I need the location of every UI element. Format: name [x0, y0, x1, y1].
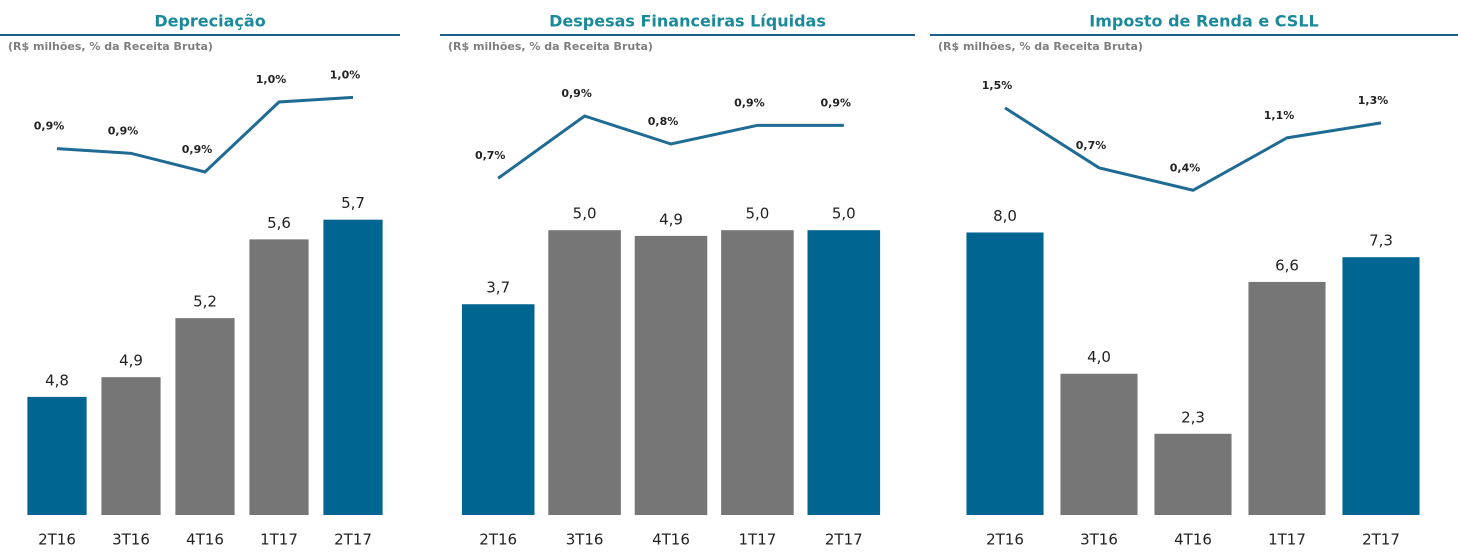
bar [966, 232, 1044, 516]
line-value-label: 0,9% [182, 143, 213, 156]
chart-title: Despesas Financeiras Líquidas [549, 12, 826, 31]
line-value-label: 1,5% [982, 79, 1013, 92]
bar [1342, 257, 1420, 515]
bar [1060, 373, 1138, 515]
line-value-label: 1,0% [330, 68, 361, 81]
line [1004, 106, 1382, 192]
bar [175, 318, 235, 515]
x-tick-label: 2T16 [479, 531, 517, 549]
bar [1154, 433, 1232, 515]
line-value-label: 0,4% [1170, 161, 1201, 174]
bar [807, 230, 881, 515]
bar-value-label: 4,0 [1087, 348, 1111, 366]
bar [323, 219, 383, 515]
bar [634, 235, 708, 515]
bar [548, 230, 621, 515]
line-value-label: 1,1% [1264, 109, 1295, 122]
line-value-label: 0,7% [475, 149, 506, 162]
line-value-label: 1,3% [1358, 94, 1389, 107]
chart-title: Imposto de Renda e CSLL [1089, 12, 1318, 31]
line-value-label: 0,7% [1076, 139, 1107, 152]
x-tick-label: 2T17 [334, 531, 372, 549]
bar-value-label: 5,6 [267, 214, 291, 232]
bar-value-label: 3,7 [486, 279, 510, 297]
bar-value-label: 7,3 [1369, 232, 1393, 250]
line-value-label: 0,9% [821, 96, 852, 109]
x-tick-label: 1T17 [739, 531, 777, 549]
x-tick-label: 3T16 [566, 531, 604, 549]
x-tick-label: 2T17 [1362, 531, 1400, 549]
x-tick-label: 4T16 [652, 531, 690, 549]
bar-value-label: 2,3 [1181, 408, 1205, 426]
bar-value-label: 5,2 [193, 293, 217, 311]
bar-value-label: 8,0 [993, 207, 1017, 225]
x-tick-label: 4T16 [186, 531, 224, 549]
bar [1248, 281, 1326, 515]
line-value-label: 1,0% [256, 73, 287, 86]
bar-value-label: 4,8 [45, 371, 69, 389]
line-value-label: 0,9% [734, 96, 765, 109]
x-tick-label: 1T17 [260, 531, 298, 549]
bar-value-label: 4,9 [659, 210, 683, 228]
line-value-label: 0,9% [34, 120, 65, 133]
line-value-label: 0,9% [561, 87, 592, 100]
bar [461, 304, 535, 515]
bar-value-label: 5,0 [573, 205, 597, 223]
line [497, 114, 844, 180]
x-tick-label: 1T17 [1268, 531, 1306, 549]
line-value-label: 0,9% [108, 124, 139, 137]
bar-value-label: 5,0 [832, 205, 856, 223]
bar [27, 396, 87, 515]
bar-value-label: 5,7 [341, 194, 365, 212]
line-value-label: 0,8% [648, 115, 679, 128]
x-tick-label: 3T16 [112, 531, 150, 549]
chart-subtitle: (R$ milhões, % da Receita Bruta) [448, 40, 653, 53]
bar-value-label: 5,0 [745, 205, 769, 223]
bar-value-label: 6,6 [1275, 256, 1299, 274]
chart-title: Depreciação [154, 12, 265, 31]
x-tick-label: 2T16 [986, 531, 1024, 549]
line [56, 95, 354, 174]
bar [101, 377, 161, 515]
bar-value-label: 4,9 [119, 352, 143, 370]
bar [721, 230, 794, 515]
chart-subtitle: (R$ milhões, % da Receita Bruta) [938, 40, 1143, 53]
x-tick-label: 3T16 [1080, 531, 1118, 549]
chart-subtitle: (R$ milhões, % da Receita Bruta) [8, 40, 213, 53]
x-tick-label: 2T17 [825, 531, 863, 549]
x-tick-label: 2T16 [38, 531, 76, 549]
x-tick-label: 4T16 [1174, 531, 1212, 549]
bar [249, 239, 309, 515]
